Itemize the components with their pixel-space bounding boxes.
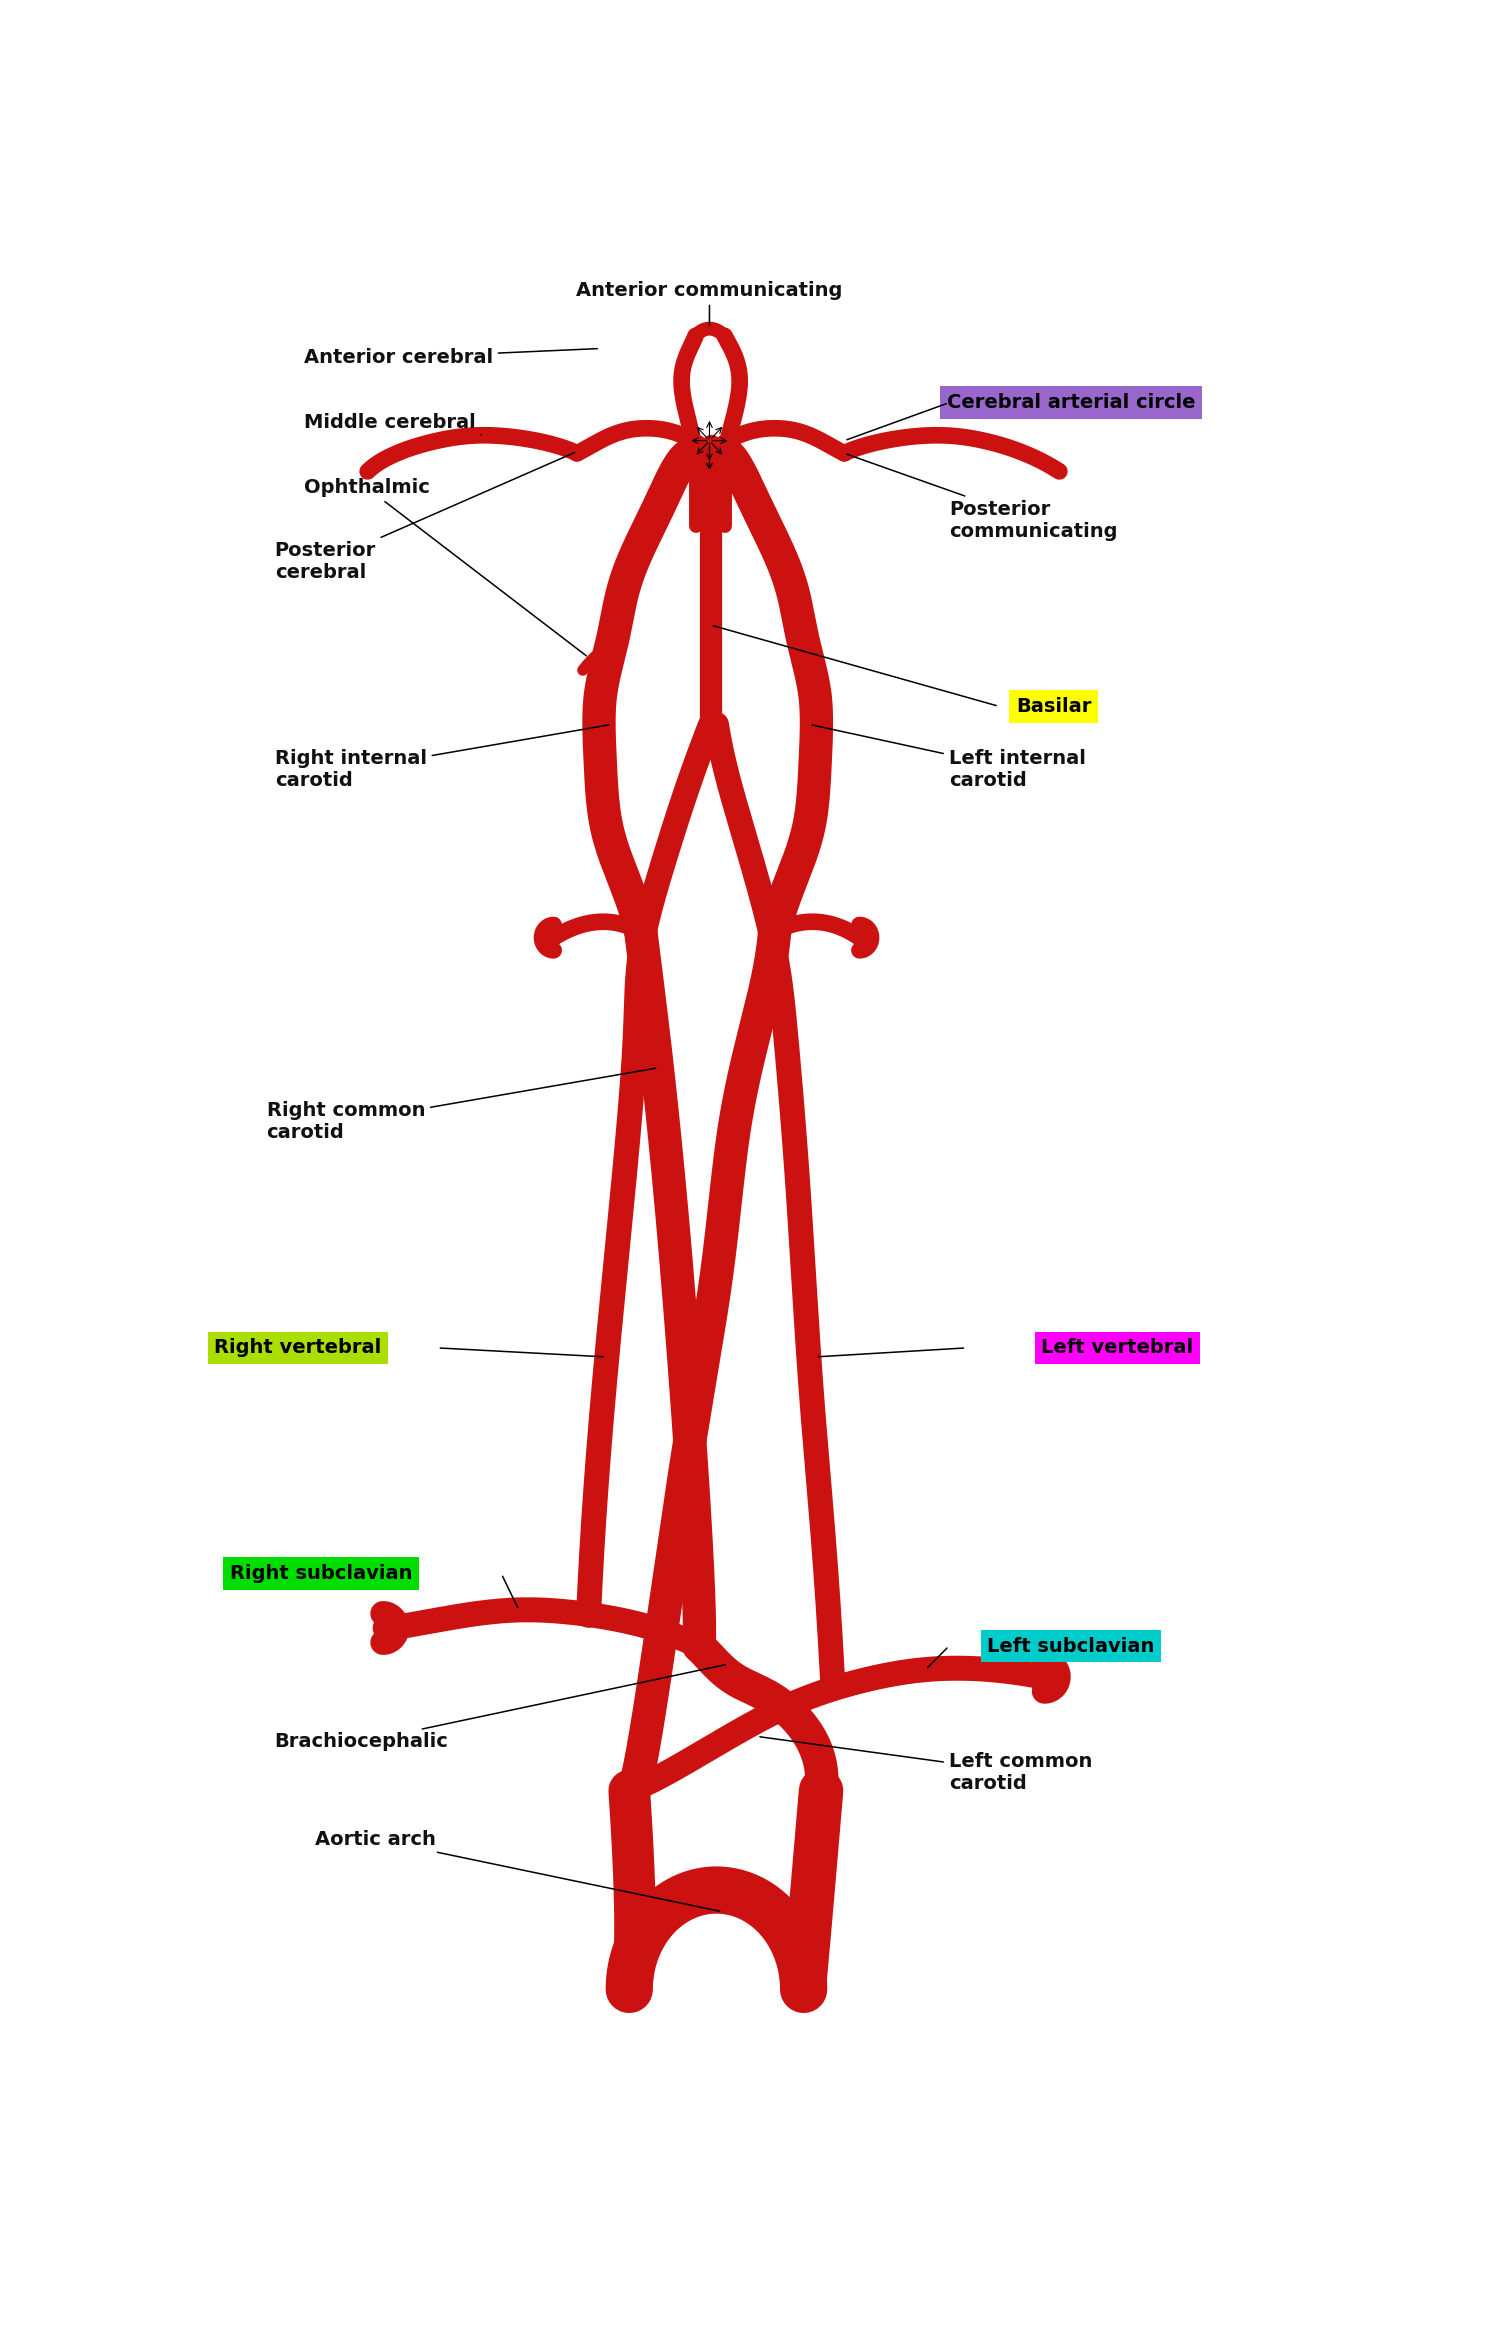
Text: Anterior cerebral: Anterior cerebral [303, 347, 597, 366]
Text: Anterior communicating: Anterior communicating [576, 282, 843, 326]
Text: Posterior
communicating: Posterior communicating [847, 455, 1118, 540]
Text: Posterior
cerebral: Posterior cerebral [274, 453, 574, 582]
Text: Brachiocephalic: Brachiocephalic [274, 1664, 726, 1751]
Text: Right internal
carotid: Right internal carotid [274, 725, 609, 791]
Text: Left common
carotid: Left common carotid [760, 1737, 1092, 1793]
Text: Left internal
carotid: Left internal carotid [812, 725, 1086, 791]
Text: Right vertebral: Right vertebral [214, 1338, 381, 1357]
Text: Left subclavian: Left subclavian [987, 1636, 1155, 1655]
Text: Aortic arch: Aortic arch [315, 1831, 720, 1910]
Text: Ophthalmic: Ophthalmic [303, 479, 586, 655]
Text: Cerebral arterial circle: Cerebral arterial circle [946, 394, 1196, 413]
Text: Middle cerebral: Middle cerebral [303, 413, 482, 434]
Text: Right common
carotid: Right common carotid [267, 1068, 656, 1143]
Text: Left vertebral: Left vertebral [1041, 1338, 1194, 1357]
Text: Right subclavian: Right subclavian [230, 1565, 412, 1584]
Text: Basilar: Basilar [1016, 697, 1090, 716]
